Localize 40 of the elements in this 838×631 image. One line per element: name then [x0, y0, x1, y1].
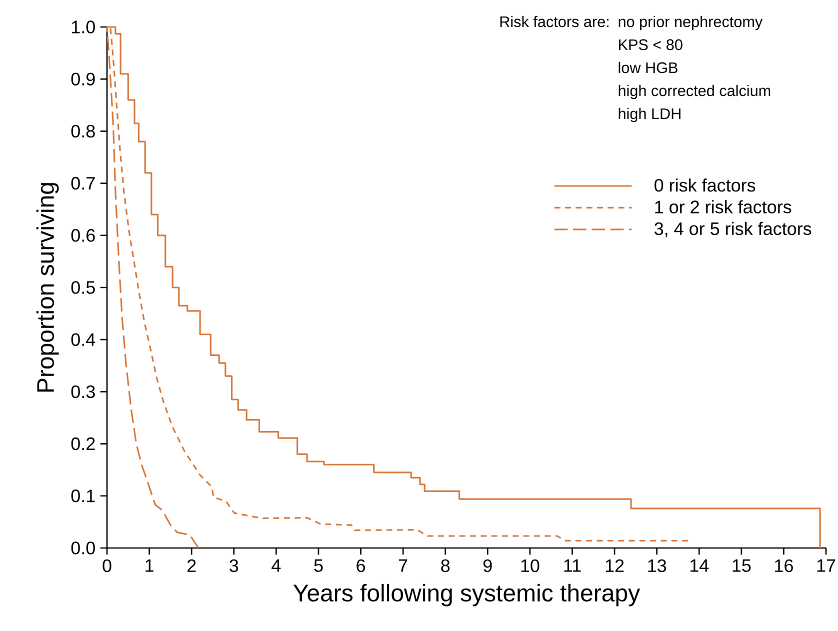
x-tick-label: 15: [732, 559, 751, 572]
x-tick-label: 1: [146, 559, 154, 572]
annotation: KPS < 80: [619, 39, 682, 50]
x-tick-label: 2: [187, 559, 196, 572]
y-tick-label: 0.8: [71, 124, 95, 138]
x-tick-label: 11: [564, 559, 581, 572]
legend-label: 3, 4 or 5 risk factors: [654, 222, 812, 238]
x-tick-label: 14: [690, 559, 709, 572]
x-tick-label: 3: [230, 559, 238, 572]
legend-label: 1 or 2 risk factors: [655, 200, 792, 214]
legend-label: 0 risk factors: [654, 178, 756, 192]
annotation: high corrected calcium: [618, 84, 770, 100]
y-tick-label: 0.4: [71, 333, 96, 346]
annotation: low HGB: [618, 62, 678, 74]
x-tick-label: 4: [272, 559, 281, 572]
x-tick-label: 7: [398, 559, 408, 572]
x-tick-label: 16: [775, 559, 793, 572]
y-tick-label: 1.0: [72, 20, 95, 34]
y-tick-label: 0.7: [71, 176, 95, 190]
annotation: high LDH: [618, 108, 680, 122]
y-tick-label: 0.0: [71, 542, 95, 554]
y-axis-title: Proportion surviving: [36, 183, 59, 392]
x-tick-label: 6: [356, 559, 365, 572]
x-tick-label: 0: [102, 559, 112, 572]
y-tick-label: 0.5: [71, 281, 95, 294]
x-tick-label: 9: [483, 559, 492, 572]
annotation: Risk factors are:: [500, 16, 608, 28]
x-tick-label: 8: [441, 559, 450, 572]
x-tick-label: 10: [521, 559, 540, 572]
y-tick-label: 0.3: [71, 385, 95, 398]
x-tick-label: 5: [314, 559, 323, 572]
annotation: no prior nephrectomy: [618, 16, 763, 30]
x-tick-label: 13: [648, 559, 666, 572]
x-tick-label: 12: [606, 559, 624, 572]
y-tick-label: 0.6: [71, 229, 95, 242]
x-axis-title: Years following systemic therapy: [293, 584, 640, 606]
y-tick-label: 0.9: [71, 72, 95, 86]
x-tick-label: 17: [817, 559, 836, 572]
y-tick-label: 0.1: [71, 490, 95, 502]
y-tick-label: 0.2: [71, 437, 95, 450]
